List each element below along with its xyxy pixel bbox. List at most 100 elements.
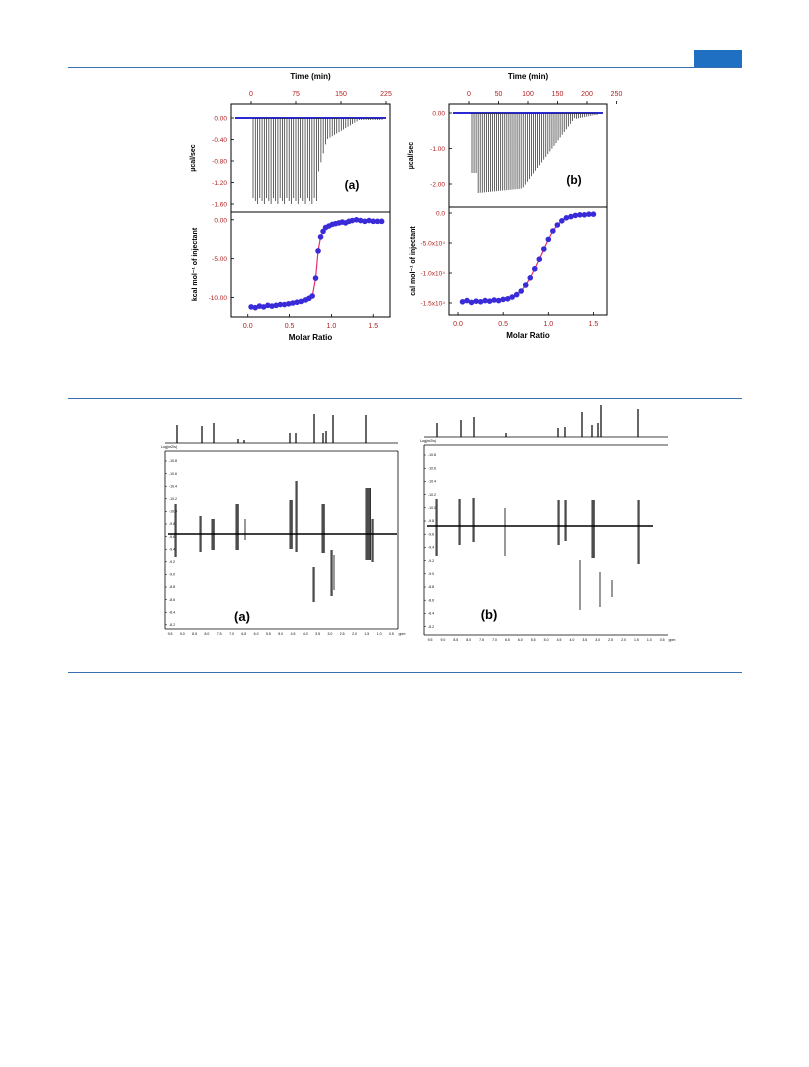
molar-ratio-tick-label: 1.5 — [589, 321, 599, 328]
molar-ratio-tick-label: 0.0 — [243, 323, 253, 330]
dosy-ytick-label: -9.8 — [428, 519, 434, 523]
figure-dosy: Log(m2/s) -10.8 -10.6 -10.4 -10.2 -10.0 -9.8 -9… — [161, 405, 675, 642]
fit-curve — [462, 213, 594, 304]
dosy-ytick-label: -9.0 — [169, 573, 175, 577]
dosy-xtick-label: 1.0 — [377, 632, 382, 636]
isotherm-ytick-label: -5.00 — [212, 256, 227, 263]
dosy-ytick-label: -9.6 — [428, 532, 434, 536]
isotherm-point — [468, 299, 475, 306]
dosy-xtick-label: 7.5 — [217, 632, 222, 636]
dosy-ytick-label: -10.8 — [169, 459, 177, 463]
time-tick-label: 75 — [292, 91, 300, 98]
dosy-xtick-label: 7.0 — [229, 632, 234, 636]
molar-ratio-title: Molar Ratio — [289, 333, 333, 342]
dosy-xtick-label: 2.0 — [621, 638, 626, 642]
isotherm-point — [572, 212, 579, 219]
thermogram-frame — [230, 103, 391, 213]
isotherm-frame — [230, 211, 391, 318]
molar-ratio-tick-label: 1.0 — [327, 323, 337, 330]
thermogram-ytick-label: -2.00 — [430, 182, 445, 189]
itc-panel-a: Time (min) 0 75 150 225 0.00 -0.40 -0.80 -1.20 -1… — [190, 72, 392, 342]
dosy-xtick-label: 8.5 — [192, 632, 197, 636]
isotherm-point — [378, 218, 385, 225]
panel-label: (a) — [345, 178, 360, 192]
dosy-ytick-label: -10.2 — [428, 493, 436, 497]
isotherm-point — [504, 296, 511, 302]
molar-ratio-tick-label: 1.0 — [543, 321, 553, 328]
dosy-xtick-label: 5.0 — [544, 638, 549, 642]
dosy-ylabel: Log(m2/s) — [161, 445, 177, 449]
dosy-ytick-label: -8.2 — [428, 625, 434, 629]
dosy-xtick-label: 3.0 — [595, 638, 600, 642]
isotherm-point — [536, 256, 543, 263]
isotherm-point — [527, 275, 534, 281]
dosy-xtick-label: 5.5 — [531, 638, 536, 642]
thermogram-frame — [448, 103, 608, 208]
isotherm-point — [459, 299, 466, 305]
dosy-xtick-label: 4.0 — [303, 632, 308, 636]
isotherm-point — [315, 248, 321, 254]
dosy-xtick-label: 4.0 — [569, 638, 574, 642]
time-tick-label: 225 — [380, 91, 392, 98]
dosy-xtick-label: 7.0 — [492, 638, 497, 642]
isotherm-point — [464, 297, 470, 304]
time-tick-label: 200 — [581, 91, 593, 98]
thermogram-ytick-label: -1.20 — [212, 180, 227, 187]
dosy-ytick-label: -10.0 — [169, 510, 177, 514]
isotherm-point — [320, 228, 326, 235]
header-tab — [694, 50, 742, 67]
dosy-ytick-label: -9.2 — [428, 559, 434, 563]
thermogram-ytick-label: -0.40 — [212, 137, 227, 144]
molar-ratio-tick-label: 0.0 — [453, 321, 463, 328]
isotherm-ytick-label: -1.0x10⁴ — [421, 271, 446, 278]
dosy-xtick-label: 1.5 — [634, 638, 639, 642]
injection-peaks — [471, 113, 598, 193]
dosy-ytick-label: -9.2 — [169, 560, 175, 564]
isotherm-point — [586, 211, 592, 217]
figure-itc: Time (min)0 75 150 2250.00-0.40-0.80-1.20-1… — [190, 72, 622, 342]
time-tick-label: 150 — [335, 91, 347, 98]
itc-panel-b: Time (min) 0 50 100 150 200 250 0.00 -1.00 -2.00 µ… — [408, 72, 622, 340]
isotherm-point — [473, 298, 479, 305]
dosy-xtick-label: 5.5 — [266, 632, 271, 636]
dosy-ytick-label: -9.4 — [428, 546, 434, 550]
isotherm-point — [563, 215, 570, 221]
isotherm-point — [513, 291, 520, 298]
isotherm-point — [541, 246, 547, 252]
isotherm-ytick-label: -10.00 — [209, 295, 228, 302]
isotherm-point — [500, 296, 506, 303]
thermogram-ylabel: µcal/sec — [408, 142, 415, 169]
dosy-xtick-label: 1.0 — [647, 638, 652, 642]
dosy-xtick-label: 2.0 — [352, 632, 357, 636]
dosy-ylabel: Log(m2/s) — [420, 439, 436, 443]
fit-curve — [250, 219, 382, 309]
isotherm-point — [559, 218, 565, 224]
isotherm-point — [317, 234, 324, 240]
isotherm-point — [545, 236, 552, 243]
time-tick-label: 150 — [552, 91, 564, 98]
dosy-xtick-label: 3.0 — [327, 632, 332, 636]
thermogram-ytick-label: -1.60 — [212, 202, 227, 209]
isotherm-point — [590, 211, 597, 217]
isotherm-point — [518, 288, 525, 294]
isotherm-point — [577, 212, 583, 218]
thermogram-ylabel: µcal/sec — [190, 144, 197, 171]
isotherm-ylabel: kcal mol⁻¹ of injectant — [192, 227, 199, 301]
molar-ratio-tick-label: 1.5 — [368, 323, 378, 330]
thermogram-ytick-label: -1.00 — [430, 146, 445, 153]
dosy-ytick-label: -9.4 — [169, 547, 175, 551]
dosy-ytick-label: -10.4 — [428, 480, 436, 484]
isotherm-point — [522, 282, 529, 288]
injection-peaks — [252, 118, 383, 204]
thermogram-ytick-label: -0.80 — [212, 159, 227, 166]
molar-ratio-tick-label: 0.5 — [285, 323, 295, 330]
isotherm-point — [482, 297, 488, 304]
dosy-xtick-label: 8.0 — [204, 632, 209, 636]
isotherm-ylabel: cal mol⁻¹ of injectant — [410, 226, 417, 296]
isotherm-ytick-label: -1.5x10⁴ — [421, 301, 446, 308]
dosy-ytick-label: -10.4 — [169, 484, 177, 488]
dosy-xtick-label: 4.5 — [557, 638, 562, 642]
dosy-xtick-label: 0.5 — [660, 638, 665, 642]
dosy-xtick-label: 8.5 — [453, 638, 458, 642]
dosy-signals — [174, 481, 374, 602]
